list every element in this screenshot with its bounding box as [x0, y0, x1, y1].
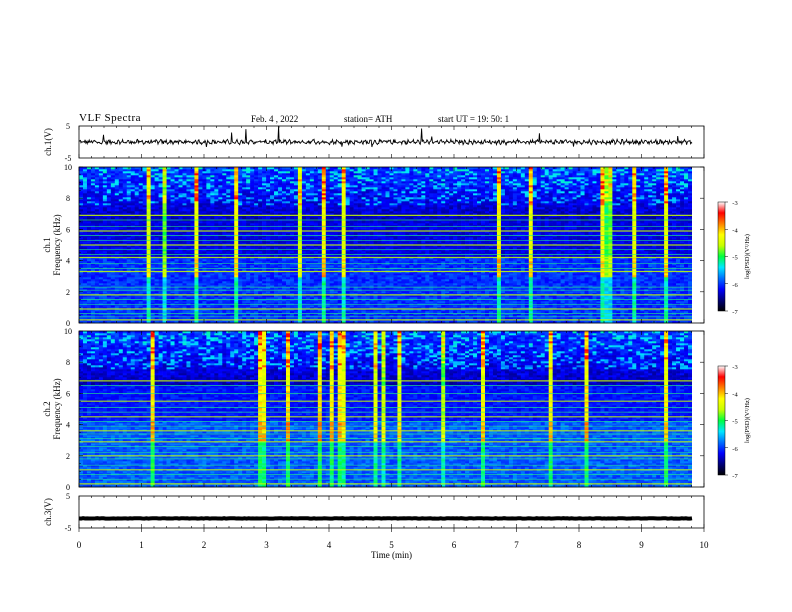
ch2-ytick-label: 4	[66, 421, 70, 430]
ch3-waveform-frame	[78, 495, 705, 529]
x-tick-label: 8	[577, 540, 582, 550]
ch2-ylabel: ch.2Frequency (kHz)	[42, 378, 62, 439]
ch2-spectrogram	[79, 331, 693, 488]
ch1-ytick-label: 4	[66, 257, 70, 266]
ch1-colorbar-tick-label: -7	[732, 309, 738, 316]
ch1-ytick-label: 10	[64, 163, 72, 172]
recording-date: Feb. 4 , 2022	[251, 114, 298, 124]
ch2-colorbar-label: log(PSD)(V²/Hz)	[744, 398, 751, 443]
x-tick-label: 9	[639, 540, 644, 550]
ch1-ylabel-line: Frequency (kHz)	[52, 214, 62, 275]
chart-title: VLF Spectra	[79, 112, 141, 124]
x-tick-label: 3	[264, 540, 269, 550]
ch1-ytick-label: 8	[66, 194, 70, 203]
ch2-ylabel-line: ch.2	[42, 401, 52, 416]
ch2-ytick-label: 2	[66, 452, 70, 461]
x-tick-label: 1	[139, 540, 144, 550]
ch1-waveform-line	[78, 125, 693, 148]
x-tick-label: 5	[389, 540, 394, 550]
ch1-colorbar-tick-label: -6	[732, 282, 738, 289]
ch1-nodata-region	[692, 167, 704, 323]
ch3-ylabel: ch.3(V)	[43, 498, 53, 526]
x-axis-label: Time (min)	[371, 550, 412, 560]
ch1-ylabel-line: ch.1(V)	[43, 128, 53, 156]
x-tick-label: 4	[327, 540, 332, 550]
ch2-ytick-label: 0	[66, 483, 70, 492]
ch1-spectrogram	[79, 167, 693, 324]
station-label: station= ATH	[344, 114, 392, 124]
ch1-ylabel: ch.1Frequency (kHz)	[42, 214, 62, 275]
ch2-colorbar-tick-label: -4	[732, 391, 738, 398]
ch3-ytick-label: 5	[66, 492, 70, 501]
ch3-ytick-label: -5	[65, 524, 72, 533]
ch1-ytick-label: 5	[66, 122, 70, 131]
ch2-ylabel-line: Frequency (kHz)	[52, 378, 62, 439]
ch2-ytick-label: 6	[66, 389, 70, 398]
ch2-colorbar-tick-label: -6	[732, 446, 738, 453]
ch1-colorbar-tick-label: -4	[732, 227, 738, 234]
start-time: start UT = 19: 50: 1	[438, 114, 509, 124]
ch1-colorbar	[717, 201, 726, 312]
ch1-ylabel: ch.1(V)	[43, 128, 53, 156]
ch2-colorbar	[717, 365, 726, 476]
ch2-colorbar-tick-label: -5	[732, 419, 737, 426]
ch2-colorbar-tick-label: -7	[732, 473, 738, 480]
x-tick-label: 7	[514, 540, 519, 550]
ch1-ytick-label: 2	[66, 288, 70, 297]
x-tick-label: 6	[452, 540, 457, 550]
ch1-ytick-label: 0	[66, 319, 70, 328]
ch1-ytick-label: 6	[66, 225, 70, 234]
x-tick-label: 2	[202, 540, 207, 550]
ch1-colorbar-tick-label: -3	[732, 200, 737, 207]
ch2-colorbar-tick-label: -3	[732, 364, 737, 371]
ch1-colorbar-label: log(PSD)(V²/Hz)	[744, 234, 751, 279]
x-tick-label: 10	[700, 540, 710, 550]
x-tick-label: 0	[77, 540, 82, 550]
ch2-ytick-label: 10	[64, 327, 72, 336]
ch3-ylabel-line: ch.3(V)	[43, 498, 53, 526]
ch1-colorbar-tick-label: -5	[732, 255, 737, 262]
ch1-ytick-label: -5	[65, 154, 72, 163]
ch2-ytick-label: 8	[66, 358, 70, 367]
ch2-nodata-region	[692, 331, 704, 487]
ch1-ylabel-line: ch.1	[42, 237, 52, 252]
